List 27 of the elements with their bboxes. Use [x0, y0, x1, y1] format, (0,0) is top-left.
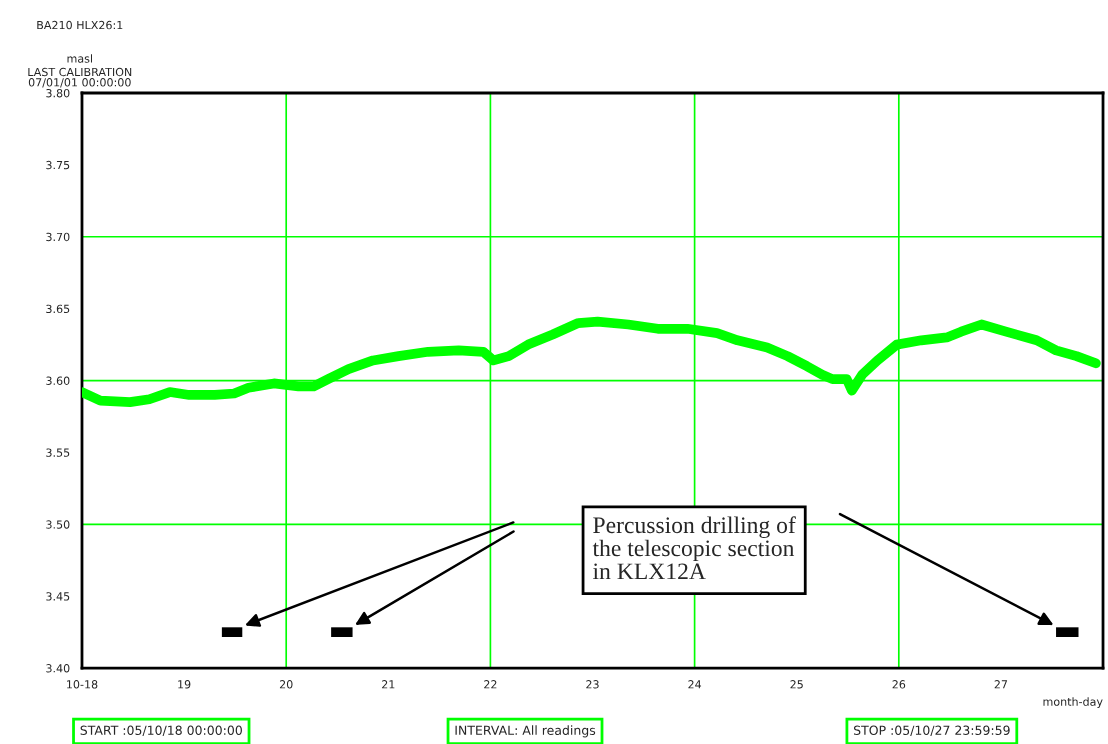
x-axis-title: month-day: [1043, 697, 1103, 708]
text: START :05/10/18 00:00:00: [80, 725, 242, 736]
y-tick-label: 3.50: [46, 520, 70, 529]
x-tick-label: 27: [994, 680, 1008, 689]
x-tick-label: 10-18: [67, 680, 98, 689]
y-tick-label: 3.40: [46, 664, 70, 673]
x-tick-label: 26: [892, 680, 906, 689]
x-tick-label: 21: [382, 680, 395, 689]
y-tick-label: 3.80: [46, 88, 70, 98]
chart-title: BA210 HLX26:1: [37, 20, 123, 30]
annotation: Percussion drilling of the telescopic section in KLX12A: [592, 516, 796, 580]
text: STOP :05/10/27 23:59:59: [853, 725, 1010, 736]
chart-subtitle: LAST CALIBRATION 07/01/01 00:00:00: [28, 67, 132, 88]
x-tick-label: 24: [688, 680, 702, 689]
y-axis-title: masl: [67, 54, 92, 63]
y-tick-label: 3.45: [46, 592, 70, 601]
y-tick-label: 3.70: [46, 232, 70, 242]
x-tick-label: 23: [586, 680, 599, 689]
y-tick-label: 3.60: [46, 376, 70, 385]
text: INTERVAL: All readings: [455, 725, 596, 738]
y-tick-label: 3.75: [46, 160, 70, 170]
x-tick-label: 20: [279, 680, 293, 689]
x-tick-label: 25: [790, 680, 803, 689]
x-tick-label: 22: [484, 680, 497, 689]
y-tick-label: 3.55: [46, 448, 70, 457]
x-tick-label: 19: [178, 680, 191, 689]
y-tick-label: 3.65: [46, 304, 70, 314]
